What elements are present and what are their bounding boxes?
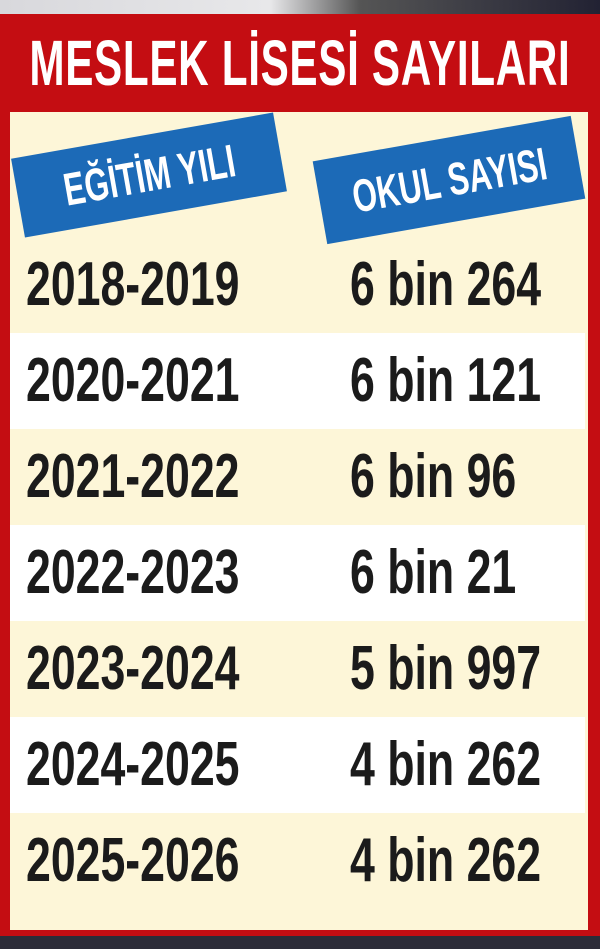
year-cell: 2018-2019 <box>26 250 240 319</box>
school-count-cell: 4 bin 262 <box>350 826 542 895</box>
school-count-cell: 5 bin 997 <box>350 634 542 703</box>
background-bottom <box>0 936 600 949</box>
table-row: 2020-2021 6 bin 121 <box>10 333 585 429</box>
year-cell: 2020-2021 <box>26 346 240 415</box>
title-text: MESLEK LİSESİ SAYILARI <box>29 27 571 99</box>
year-cell: 2021-2022 <box>26 442 240 511</box>
year-cell: 2025-2026 <box>26 826 240 895</box>
table-row: 2022-2023 6 bin 21 <box>10 525 585 621</box>
table-row: 2024-2025 4 bin 262 <box>10 717 585 813</box>
year-cell: 2024-2025 <box>26 730 240 799</box>
school-count-cell: 4 bin 262 <box>350 730 542 799</box>
table-row: 2023-2024 5 bin 997 <box>10 621 585 717</box>
school-count-cell: 6 bin 21 <box>350 538 517 607</box>
table-row: 2021-2022 6 bin 96 <box>10 429 585 525</box>
school-count-cell: 6 bin 264 <box>350 250 542 319</box>
school-count-cell: 6 bin 96 <box>350 442 517 511</box>
year-cell: 2022-2023 <box>26 538 240 607</box>
chart-title: MESLEK LİSESİ SAYILARI <box>0 14 600 112</box>
table-row: 2025-2026 4 bin 262 <box>10 813 585 909</box>
table-row: 2018-2019 6 bin 264 <box>10 237 585 333</box>
year-cell: 2023-2024 <box>26 634 240 703</box>
school-count-cell: 6 bin 121 <box>350 346 542 415</box>
background-photo-strip <box>0 0 600 16</box>
